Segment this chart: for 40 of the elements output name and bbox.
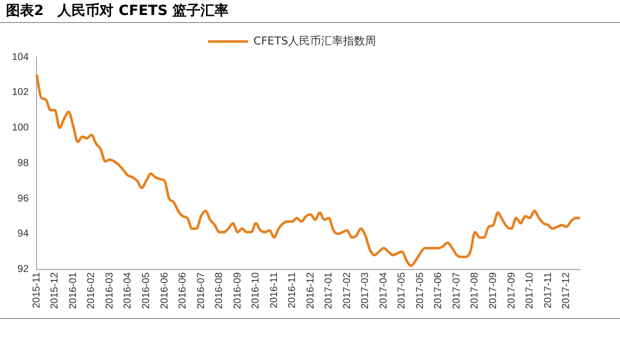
line-series — [35, 73, 582, 268]
x-tick-label: 2016-12 — [305, 272, 316, 310]
x-tick-label: 2017-08 — [470, 272, 481, 310]
x-tick-label: 2017-04 — [378, 272, 390, 310]
y-tick-label: 100 — [12, 122, 30, 134]
x-tick-label: 2017-05 — [396, 272, 408, 310]
x-tick-label: 2016-11 — [268, 272, 280, 308]
x-tick-label: 2017-05 — [414, 272, 426, 310]
y-tick-label: 104 — [12, 52, 30, 63]
chart-title: 图表2 人民币对 CFETS 篮子汇率 — [6, 2, 229, 20]
x-tick-label: 2017-01 — [324, 272, 335, 310]
x-tick-label: 2016-03 — [104, 272, 116, 310]
x-tick-label: 2016-11 — [287, 272, 298, 308]
x-tick-label: 2017-03 — [360, 272, 372, 310]
x-tick-label: 2017-12 — [561, 272, 572, 310]
x-tick-label: 2016-04 — [122, 272, 134, 310]
x-tick-label: 2017-11 — [542, 272, 554, 308]
x-tick-label: 2017-09 — [506, 272, 518, 310]
y-tick-label: 94 — [18, 228, 30, 240]
x-tick-label: 2016-06 — [178, 272, 189, 310]
x-tick-label: 2016-07 — [196, 272, 207, 310]
x-tick-label: 2016-01 — [68, 272, 79, 310]
x-tick-label: 2017-09 — [488, 272, 499, 310]
x-tick-label: 2016-02 — [86, 272, 98, 310]
x-tick-label: 2017-02 — [342, 272, 353, 310]
x-tick-label: 2017-07 — [451, 272, 462, 310]
x-tick-label: 2016-05 — [141, 272, 152, 310]
x-tick-label: 2016-09 — [232, 272, 244, 310]
x-tick-label: 2017-10 — [524, 272, 536, 310]
y-tick-label: 102 — [12, 87, 30, 98]
x-tick-label: 2016-06 — [159, 272, 170, 310]
x-tick-label: 2015-12 — [50, 272, 61, 310]
y-tick-label: 92 — [18, 264, 30, 276]
x-tick-label: 2017-06 — [433, 272, 444, 310]
y-tick-label: 96 — [18, 193, 30, 204]
legend-label: CFETS人民币汇率指数周 — [253, 34, 376, 48]
x-tick-label: 2016-10 — [250, 272, 262, 310]
y-tick-label: 98 — [18, 158, 30, 169]
x-tick-label: 2016-08 — [214, 272, 226, 310]
x-tick-label: 2015-11 — [31, 272, 42, 308]
